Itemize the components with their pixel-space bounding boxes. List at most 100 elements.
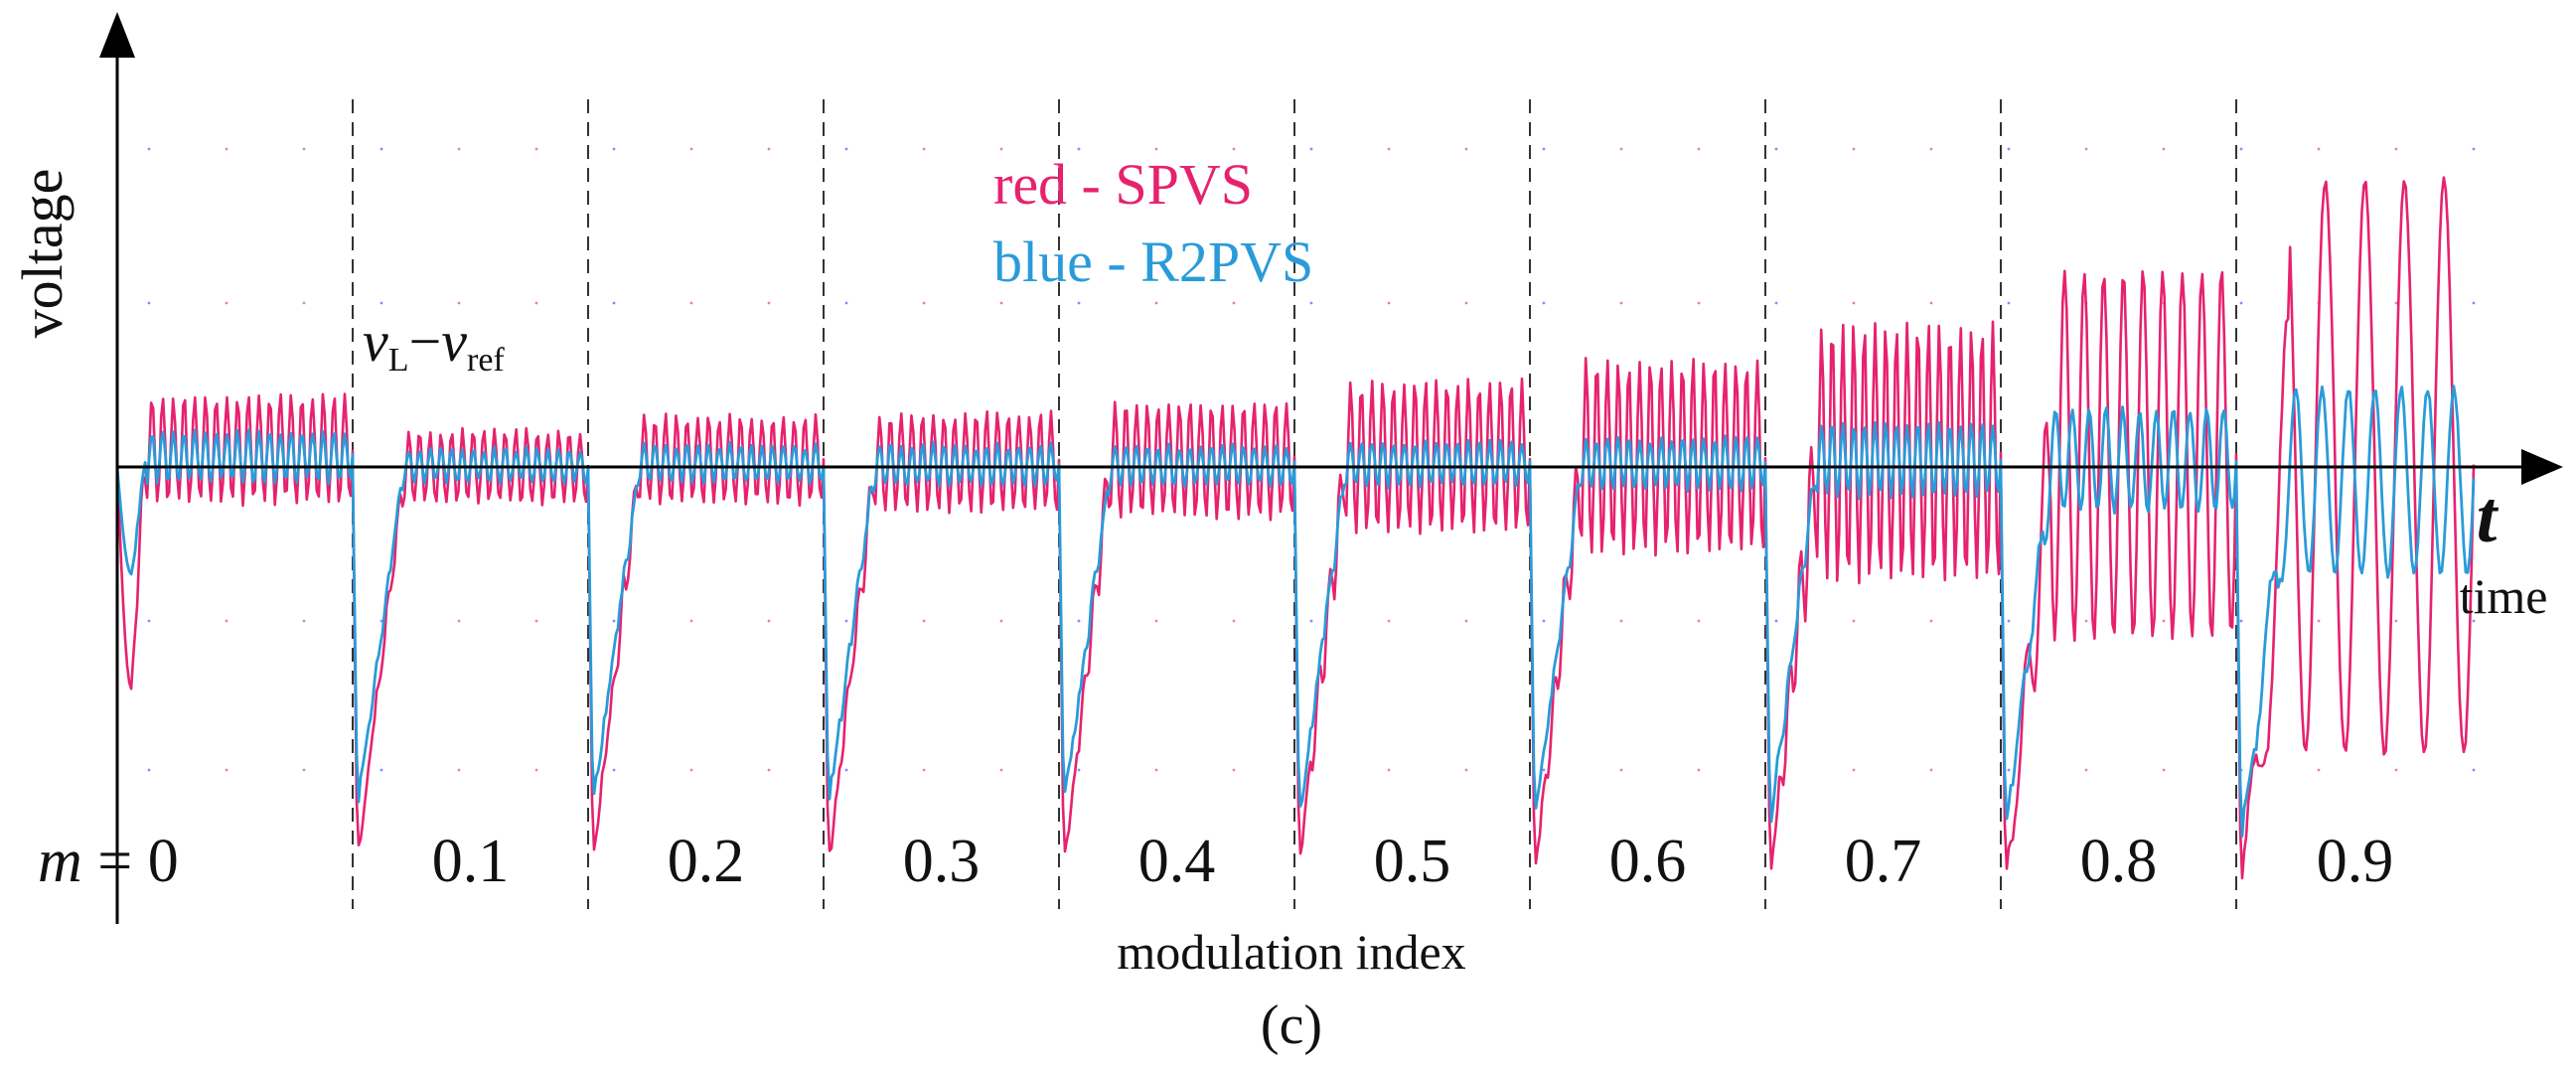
grid-dot [1464,768,1468,772]
grid-dot [2394,301,2398,305]
grid-dot [1232,768,1236,772]
grid-dot [534,147,538,151]
m-prefix: = [82,828,148,895]
grid-dot [1154,768,1158,772]
grid-dot [225,301,228,305]
time-symbol: t [2477,477,2500,558]
grid-dot [767,147,771,151]
grid-dot [2239,147,2243,151]
grid-dot [1387,301,1391,305]
grid-dot [2007,301,2011,305]
grid-dot [844,619,848,623]
signal-label-v1: v [363,309,388,374]
grid-dot [999,301,1003,305]
grid-dot [922,147,926,151]
grid-dot [1077,147,1081,151]
grid-dot [1929,301,1933,305]
grid-dot [2239,301,2243,305]
grid-dot [612,619,616,623]
grid-dot [1929,147,1933,151]
grid-dot [1852,147,1856,151]
time-label: time [2460,568,2548,624]
x-axis-arrow-icon [2521,449,2563,485]
signal-label-v1-sub: L [388,342,409,379]
grid-dot [1852,619,1856,623]
grid-dot [1232,147,1236,151]
grid-dot [844,768,848,772]
grid-dot [225,619,228,623]
segment-label: 0.5 [1374,828,1451,895]
grid-dot [1387,147,1391,151]
grid-dot [689,301,693,305]
grid-dot [1619,301,1623,305]
grid-dot [2084,768,2088,772]
grid-dot [1697,768,1701,772]
grid-dot [1387,619,1391,623]
grid-dot [767,768,771,772]
grid-dot [999,147,1003,151]
legend-spvs: red - SPVS [993,152,1253,217]
signal-label-minus: − [409,309,442,374]
grid-dot [689,619,693,623]
grid-dot [2472,301,2476,305]
grid-dot [689,147,693,151]
grid-dot [379,768,383,772]
caption: (c) [1261,995,1322,1056]
grid-dot [1852,768,1856,772]
legend-r2pvs: blue - R2PVS [993,230,1313,294]
grid-dot [2007,147,2011,151]
grid-dot [2162,147,2166,151]
grid-dot [922,301,926,305]
grid-dot [379,301,383,305]
grid-dot [1464,147,1468,151]
grid-dot [2317,619,2321,623]
grid-dot [147,301,151,305]
grid-dot [1464,301,1468,305]
grid-dot [225,147,228,151]
grid-dot [1774,619,1778,623]
grid-dot [1309,147,1313,151]
grid-dot [147,619,151,623]
segment-label: 0.6 [1609,828,1687,895]
grid-dot [1464,619,1468,623]
grid-dot [1542,768,1546,772]
segment-labels: m = 0 0.1 0.2 0.3 0.4 0.5 0.6 0.7 0.8 0.9 [38,828,2393,895]
grid-dot [2239,619,2243,623]
grid-dot [1697,147,1701,151]
x-axis-label: modulation index [1117,924,1465,980]
grid-dot [2394,147,2398,151]
grid-dot [457,147,461,151]
grid-dot [302,768,306,772]
grid-dot [147,147,151,151]
grid-dot [1697,301,1701,305]
grid-dot [1542,147,1546,151]
y-axis-arrow-icon [99,12,135,58]
grid-dot [1929,768,1933,772]
segment-label: 0.7 [1845,828,1922,895]
grid-dot [2472,147,2476,151]
grid-dot [1929,619,1933,623]
grid-dot [612,301,616,305]
grid-dot [767,619,771,623]
caption-text: (c) [1261,995,1322,1056]
grid-dot [534,768,538,772]
segment-label: 0.9 [2317,828,2394,895]
grid-dot [457,619,461,623]
signal-label-v2-sub: ref [467,342,505,379]
grid-dot [2162,768,2166,772]
grid-dot [2317,768,2321,772]
grid-dot [1619,147,1623,151]
segment-label: 0.4 [1138,828,1216,895]
grid-dot [534,301,538,305]
grid-dot [302,147,306,151]
grid-dot [2394,619,2398,623]
signal-label: vL−vref [363,309,505,379]
grid-dot [1232,619,1236,623]
grid-dot [2007,768,2011,772]
grid-dot [1542,619,1546,623]
grid-dot [1542,301,1546,305]
grid-dot [1154,619,1158,623]
segment-label: 0.2 [668,828,745,895]
